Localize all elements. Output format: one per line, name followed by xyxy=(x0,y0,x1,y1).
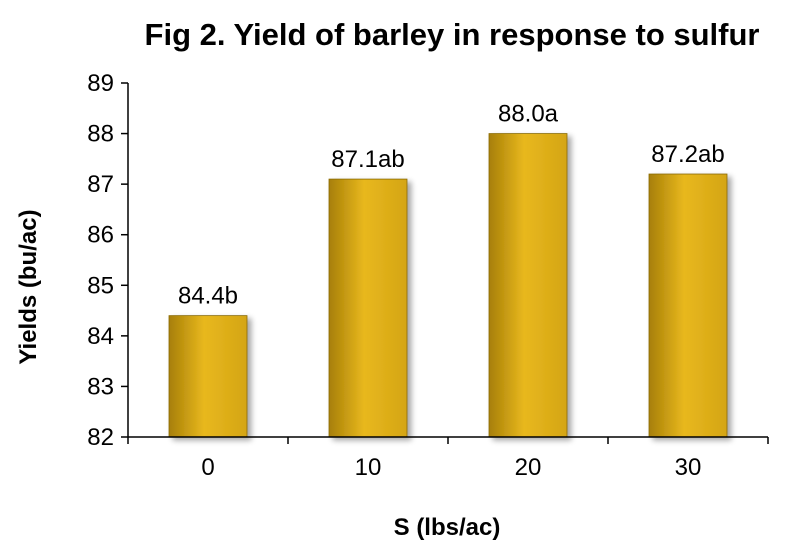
x-axis: 0 10 20 30 xyxy=(127,436,769,481)
x-tick-label: 0 xyxy=(201,454,214,481)
bar-series xyxy=(168,133,728,438)
y-tick-label: 83 xyxy=(87,373,114,400)
y-tick-label: 82 xyxy=(87,424,114,451)
x-tick-label: 20 xyxy=(515,454,542,481)
x-axis-title: S (lbs/ac) xyxy=(394,514,501,541)
y-axis-title: Yields (bu/ac) xyxy=(15,209,42,364)
y-tick-label: 88 xyxy=(87,121,114,148)
data-label: 88.0a xyxy=(498,101,559,128)
data-labels: 84.4b 87.1ab 88.0a 87.2ab xyxy=(178,101,725,310)
bar-20 xyxy=(488,133,568,438)
x-tick-label: 30 xyxy=(675,454,702,481)
data-label: 87.2ab xyxy=(651,141,724,168)
y-tick-label: 84 xyxy=(87,323,114,350)
bar-0 xyxy=(168,315,248,438)
y-axis: 82 83 84 85 86 87 88 89 xyxy=(87,70,129,451)
y-tick-label: 86 xyxy=(87,222,114,249)
y-tick-label: 87 xyxy=(87,171,114,198)
bar-10 xyxy=(328,178,408,438)
y-tick-label: 85 xyxy=(87,272,114,299)
data-label: 87.1ab xyxy=(331,146,404,173)
bar-30 xyxy=(648,173,728,438)
chart-title: Fig 2. Yield of barley in response to su… xyxy=(145,17,760,52)
data-label: 84.4b xyxy=(178,283,238,310)
x-tick-label: 10 xyxy=(355,454,382,481)
y-tick-label: 89 xyxy=(87,70,114,97)
